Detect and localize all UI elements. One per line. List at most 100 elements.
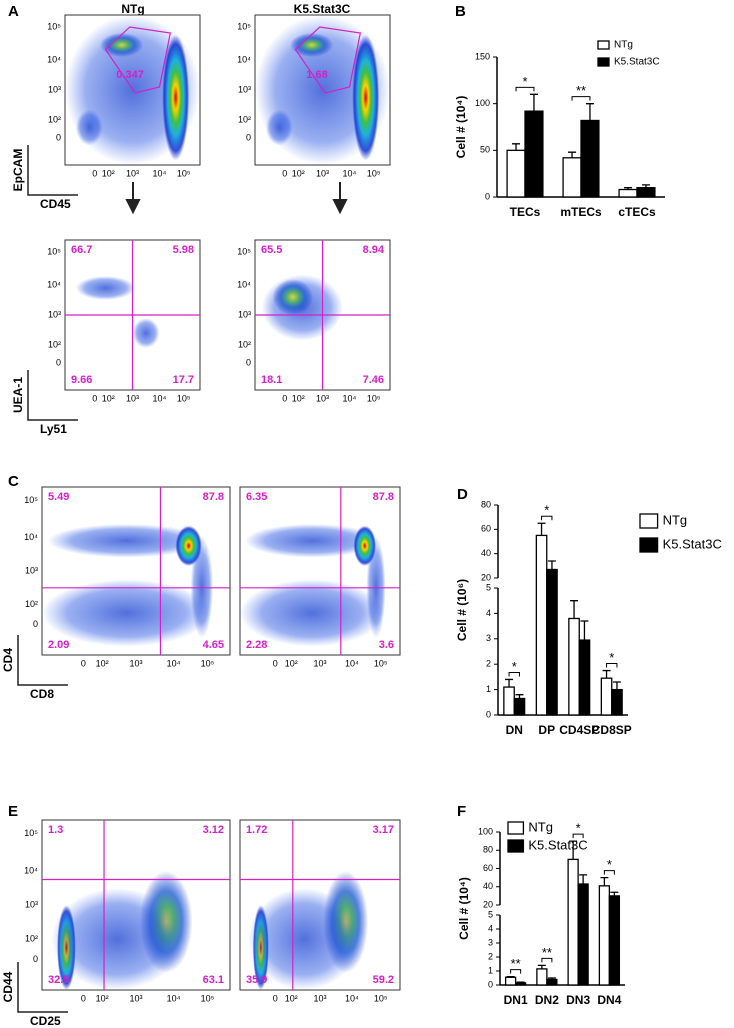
error-bar <box>516 981 525 983</box>
quadrant-value: 32.5 <box>48 974 69 986</box>
cell-density <box>51 888 183 990</box>
x-tick-label: 10³ <box>313 993 326 1003</box>
y-tick-label: 10³ <box>238 309 251 319</box>
bar <box>524 110 544 198</box>
y-tick-label: 10³ <box>25 899 38 909</box>
y-tick-label: 10⁵ <box>237 246 251 256</box>
quadrant-value: 5.98 <box>173 244 194 256</box>
x-tick-label: 10⁴ <box>153 168 167 178</box>
x-tick-label: 10² <box>285 658 298 668</box>
cell-density <box>248 888 360 990</box>
bar <box>546 978 558 986</box>
panel-label: B <box>455 3 466 20</box>
quadrant-value: 6.35 <box>246 491 267 503</box>
y-tick-label: 0 <box>33 954 38 964</box>
cell-density <box>290 33 334 57</box>
significance-mark: * <box>609 650 614 665</box>
x-tick-label: 10² <box>102 168 115 178</box>
cell-density <box>240 579 384 647</box>
y-tick-label: 2 <box>486 659 491 669</box>
x-tick-label: DN2 <box>535 993 559 1007</box>
bar <box>535 534 548 716</box>
quadrant-value: 3.12 <box>203 824 224 836</box>
y-tick-label: 10⁴ <box>24 532 38 542</box>
significance-bracket <box>515 86 535 92</box>
quadrant-value: 1.72 <box>246 824 267 836</box>
significance-mark: ** <box>542 945 552 960</box>
y-tick-label: 10⁴ <box>47 54 61 64</box>
y-tick-label: 10⁴ <box>237 279 251 289</box>
quadrant-value: 5.49 <box>48 491 69 503</box>
error-bar <box>585 103 594 121</box>
quadrant-value: 3.17 <box>373 824 394 836</box>
y-tick-label: 3 <box>486 633 491 643</box>
axis-corner <box>27 370 78 421</box>
quadrant-value: 4.65 <box>203 639 224 651</box>
bar <box>580 119 600 198</box>
significance-bracket <box>508 671 520 677</box>
x-tick-label: 10⁴ <box>345 993 359 1003</box>
quadrant-value: 18.1 <box>261 374 282 386</box>
x-tick-label: 10³ <box>316 393 329 403</box>
y-tick-label: 10⁵ <box>47 246 61 256</box>
legend-swatch <box>597 57 610 67</box>
y-tick-label: 20 <box>481 572 491 582</box>
error-bar <box>600 876 609 886</box>
y-tick-label: 0 <box>56 357 61 367</box>
x-tick-label: 10⁵ <box>374 658 388 668</box>
bar <box>600 677 613 716</box>
x-tick-label: 0 <box>92 168 97 178</box>
x-tick-label: 0 <box>282 393 287 403</box>
quadrant-value: 65.5 <box>261 244 282 256</box>
y-tick-label: 10⁴ <box>47 279 61 289</box>
legend-label: NTg <box>614 40 633 51</box>
y-axis-label: UEA-1 <box>11 377 25 413</box>
quadrant-value: 7.46 <box>363 374 384 386</box>
x-tick-label: 10⁴ <box>167 993 181 1003</box>
y-tick-label: 10² <box>25 599 38 609</box>
bar <box>578 639 591 716</box>
error-bar <box>612 681 621 690</box>
y-axis-label: CD44 <box>1 971 15 1002</box>
legend-label: K5.Stat3C <box>528 837 587 852</box>
cell-density <box>244 523 380 558</box>
x-tick-label: cTECs <box>618 205 656 219</box>
x-tick-label: 10² <box>96 993 109 1003</box>
error-bar <box>512 143 521 151</box>
y-tick-label: 0 <box>33 619 38 629</box>
significance-bracket <box>571 96 591 101</box>
x-tick-label: 10³ <box>126 168 139 178</box>
y-tick-label: 40 <box>481 548 491 558</box>
x-axis-label: Ly51 <box>40 422 67 436</box>
bar <box>598 885 611 986</box>
error-bar <box>602 669 611 679</box>
y-tick-label: 10² <box>48 114 61 124</box>
y-axis-label: CD4 <box>1 648 15 672</box>
bar <box>577 883 589 986</box>
x-tick-label: mTECs <box>560 205 602 219</box>
panel-label: C <box>8 473 19 490</box>
x-tick-label: 10⁴ <box>343 393 357 403</box>
x-tick-label: 10² <box>96 658 109 668</box>
y-tick-label: 0 <box>488 979 493 989</box>
y-tick-label: 100 <box>475 98 490 108</box>
y-tick-label: 10⁵ <box>24 495 38 505</box>
error-bar <box>505 678 514 688</box>
bar <box>546 568 558 716</box>
error-bar <box>547 560 556 570</box>
x-tick-label: 10³ <box>126 393 139 403</box>
bar <box>536 968 548 986</box>
cell-density <box>272 279 314 315</box>
bar <box>503 686 515 716</box>
legend-swatch <box>507 821 525 835</box>
y-tick-label: 1 <box>486 684 491 694</box>
x-tick-label: 10² <box>102 393 115 403</box>
legend-swatch <box>639 537 659 553</box>
y-axis-label: Cell # (10⁶) <box>455 579 469 641</box>
error-bar <box>506 975 515 978</box>
y-tick-label: 10⁵ <box>237 21 251 31</box>
x-tick-label: 10⁵ <box>374 993 388 1003</box>
arrow <box>125 182 348 215</box>
cell-density <box>132 318 160 348</box>
gate <box>294 26 362 94</box>
